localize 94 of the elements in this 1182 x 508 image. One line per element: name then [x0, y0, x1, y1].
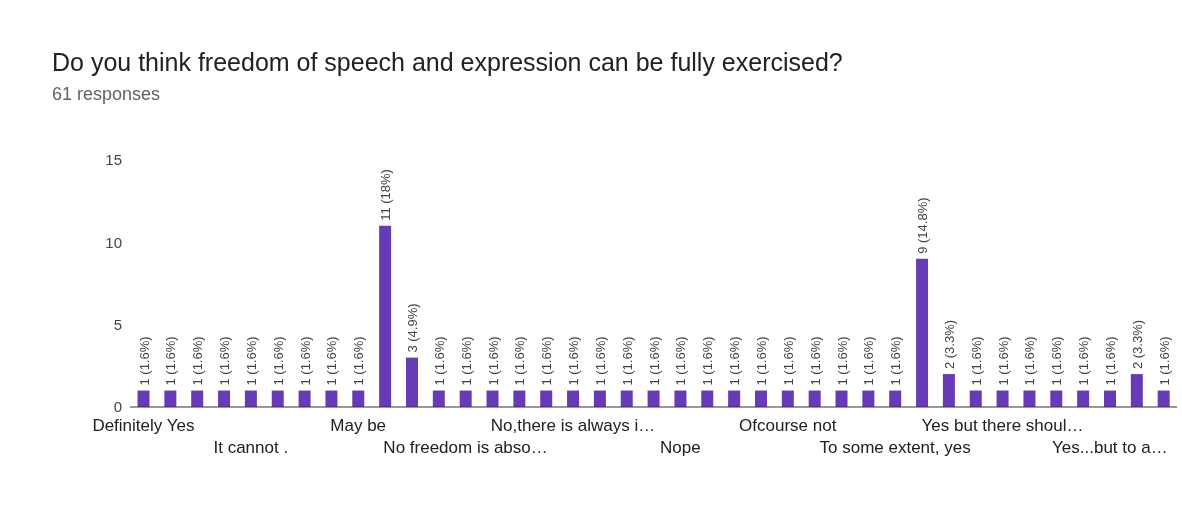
- data-label: 1 (1.6%): [727, 336, 743, 386]
- x-tick-label: Yes...but to a…: [1052, 438, 1168, 457]
- bar: [244, 390, 257, 407]
- data-label: 1 (1.6%): [243, 336, 259, 386]
- chart-subtitle: 61 responses: [52, 84, 161, 105]
- data-label: 1 (1.6%): [1049, 336, 1065, 386]
- data-label: 2 (3.3%): [941, 319, 957, 370]
- bar: [942, 374, 955, 407]
- data-label: 1 (1.6%): [888, 336, 904, 386]
- bar: [298, 390, 311, 407]
- data-label: 11 (18%): [378, 169, 394, 221]
- data-label: 9 (14.8%): [915, 197, 931, 254]
- bar: [1023, 390, 1036, 407]
- bar: [620, 390, 633, 407]
- data-label: 1 (1.6%): [1102, 336, 1118, 386]
- bar: [1050, 390, 1063, 407]
- bar: [405, 357, 418, 407]
- bar: [674, 390, 687, 407]
- y-tick-label: 0: [113, 398, 122, 416]
- data-label: 1 (1.6%): [297, 336, 313, 386]
- x-tick-label: Yes but there shoul…: [921, 416, 1084, 435]
- data-label: 1 (1.6%): [1076, 336, 1092, 386]
- bar: [916, 258, 929, 407]
- data-label: 1 (1.6%): [646, 336, 662, 386]
- bar: [647, 390, 660, 407]
- bar: [781, 390, 794, 407]
- bar: [996, 390, 1009, 407]
- y-tick-label: 5: [113, 315, 122, 333]
- data-label: 1 (1.6%): [217, 336, 233, 386]
- bar: [593, 390, 606, 407]
- bar: [432, 390, 445, 407]
- data-label: 1 (1.6%): [324, 336, 340, 386]
- data-label: 1 (1.6%): [512, 336, 528, 386]
- x-tick-label: No,there is always i…: [490, 416, 656, 435]
- bar: [835, 390, 848, 407]
- bar: [540, 390, 553, 407]
- data-label: 1 (1.6%): [619, 336, 635, 386]
- bar: [567, 390, 580, 407]
- bar: [754, 390, 767, 407]
- y-tick-label: 15: [105, 151, 122, 169]
- data-label: 1 (1.6%): [163, 336, 179, 386]
- bar: [969, 390, 982, 407]
- bar: [701, 390, 714, 407]
- bar: [352, 390, 365, 407]
- data-label: 1 (1.6%): [485, 336, 501, 386]
- x-tick-label: Ofcourse not: [739, 416, 837, 435]
- bar: [379, 225, 392, 407]
- bar: [808, 390, 821, 407]
- y-tick-label: 10: [105, 233, 122, 251]
- data-label: 2 (3.3%): [1129, 319, 1145, 370]
- data-label: 1 (1.6%): [1156, 336, 1172, 386]
- data-label: 1 (1.6%): [673, 336, 689, 386]
- data-label: 1 (1.6%): [995, 336, 1011, 386]
- data-label: 1 (1.6%): [566, 336, 582, 386]
- data-label: 1 (1.6%): [190, 336, 206, 386]
- x-tick-label: No freedom is abso…: [383, 438, 548, 457]
- data-label: 1 (1.6%): [270, 336, 286, 386]
- data-label: 3 (4.9%): [404, 303, 420, 353]
- x-tick-label: It cannot .: [213, 438, 289, 457]
- data-label: 1 (1.6%): [968, 336, 984, 386]
- data-label: 1 (1.6%): [807, 336, 823, 386]
- data-label: 1 (1.6%): [861, 336, 877, 386]
- data-label: 1 (1.6%): [753, 336, 769, 386]
- data-label: 1 (1.6%): [780, 336, 796, 386]
- bar: [164, 390, 177, 407]
- data-label: 1 (1.6%): [1022, 336, 1038, 386]
- data-label: 1 (1.6%): [136, 336, 152, 386]
- bar: [459, 390, 472, 407]
- x-tick-label: To some extent, yes: [819, 438, 971, 457]
- bar: [486, 390, 499, 407]
- x-tick-label: Nope: [660, 438, 701, 457]
- data-label: 1 (1.6%): [351, 336, 367, 386]
- data-label: 1 (1.6%): [431, 336, 447, 386]
- bar: [1157, 390, 1170, 407]
- bar: [137, 390, 150, 407]
- data-label: 1 (1.6%): [592, 336, 608, 386]
- data-label: 1 (1.6%): [834, 336, 850, 386]
- data-label: 1 (1.6%): [539, 336, 555, 386]
- bar: [1130, 374, 1143, 407]
- chart-title: Do you think freedom of speech and expression can be fully exercised?: [52, 48, 843, 77]
- x-tick-label: Definitely Yes: [92, 416, 195, 435]
- x-tick-label: May be: [330, 416, 387, 435]
- bar: [862, 390, 875, 407]
- data-label: 1 (1.6%): [458, 336, 474, 386]
- bar: [218, 390, 231, 407]
- bar: [271, 390, 284, 407]
- data-label: 1 (1.6%): [700, 336, 716, 386]
- bar: [191, 390, 204, 407]
- bar: [513, 390, 526, 407]
- bar: [1077, 390, 1090, 407]
- bar: [325, 390, 338, 407]
- bar: [1103, 390, 1116, 407]
- bar: [889, 390, 902, 407]
- bar: [728, 390, 741, 407]
